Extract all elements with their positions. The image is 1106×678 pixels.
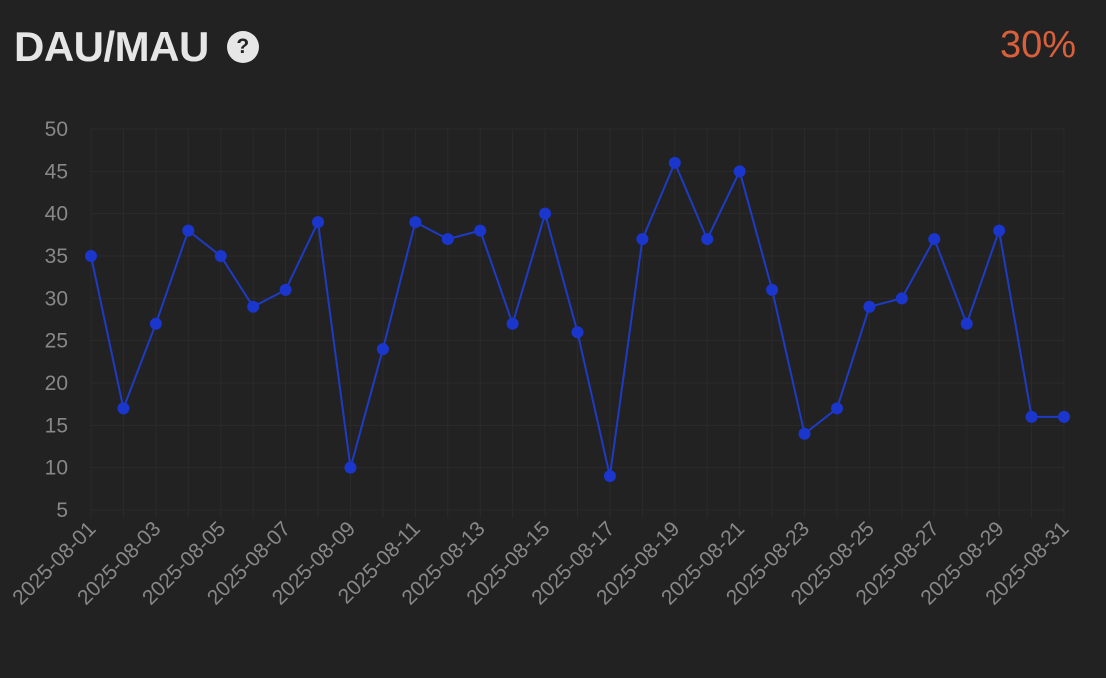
data-point bbox=[766, 283, 779, 296]
y-tick-label: 30 bbox=[45, 287, 68, 310]
data-point bbox=[733, 165, 746, 178]
y-tick-label: 35 bbox=[45, 245, 68, 268]
data-point bbox=[603, 470, 616, 483]
data-point bbox=[895, 292, 908, 305]
data-point bbox=[863, 300, 876, 313]
question-mark-icon[interactable]: ? bbox=[226, 31, 259, 63]
data-point bbox=[149, 317, 162, 330]
data-point bbox=[85, 250, 97, 262]
data-point bbox=[539, 207, 552, 220]
y-tick-label: 15 bbox=[45, 414, 68, 437]
data-point bbox=[214, 250, 227, 262]
y-tick-label: 50 bbox=[45, 118, 68, 141]
y-tick-label: 45 bbox=[45, 160, 68, 183]
y-tick-label: 5 bbox=[56, 499, 68, 522]
data-point bbox=[376, 343, 389, 356]
data-point bbox=[701, 233, 714, 246]
data-point bbox=[993, 224, 1006, 237]
data-point bbox=[441, 233, 454, 246]
data-point bbox=[928, 233, 941, 246]
chart-title: DAU/MAU bbox=[14, 23, 209, 70]
data-point bbox=[247, 300, 260, 313]
data-point bbox=[571, 326, 584, 339]
y-tick-label: 20 bbox=[45, 372, 68, 395]
data-point bbox=[960, 317, 973, 330]
y-tick-label: 10 bbox=[45, 457, 68, 480]
data-point bbox=[636, 233, 649, 246]
y-tick-label: 40 bbox=[45, 203, 68, 226]
data-point bbox=[182, 224, 195, 237]
data-point bbox=[830, 402, 843, 415]
data-point bbox=[117, 402, 130, 415]
data-point bbox=[1058, 410, 1070, 423]
data-point bbox=[798, 427, 811, 440]
chart-header: DAU/MAU ? bbox=[14, 22, 259, 72]
data-point bbox=[409, 216, 422, 229]
metric-value: 30% bbox=[999, 24, 1076, 66]
data-point bbox=[312, 216, 325, 229]
y-tick-label: 25 bbox=[45, 330, 68, 353]
data-point bbox=[506, 317, 519, 330]
data-point bbox=[668, 156, 681, 169]
data-point bbox=[279, 283, 292, 296]
data-point bbox=[474, 224, 487, 237]
data-point bbox=[1025, 410, 1038, 423]
data-point bbox=[344, 461, 357, 474]
